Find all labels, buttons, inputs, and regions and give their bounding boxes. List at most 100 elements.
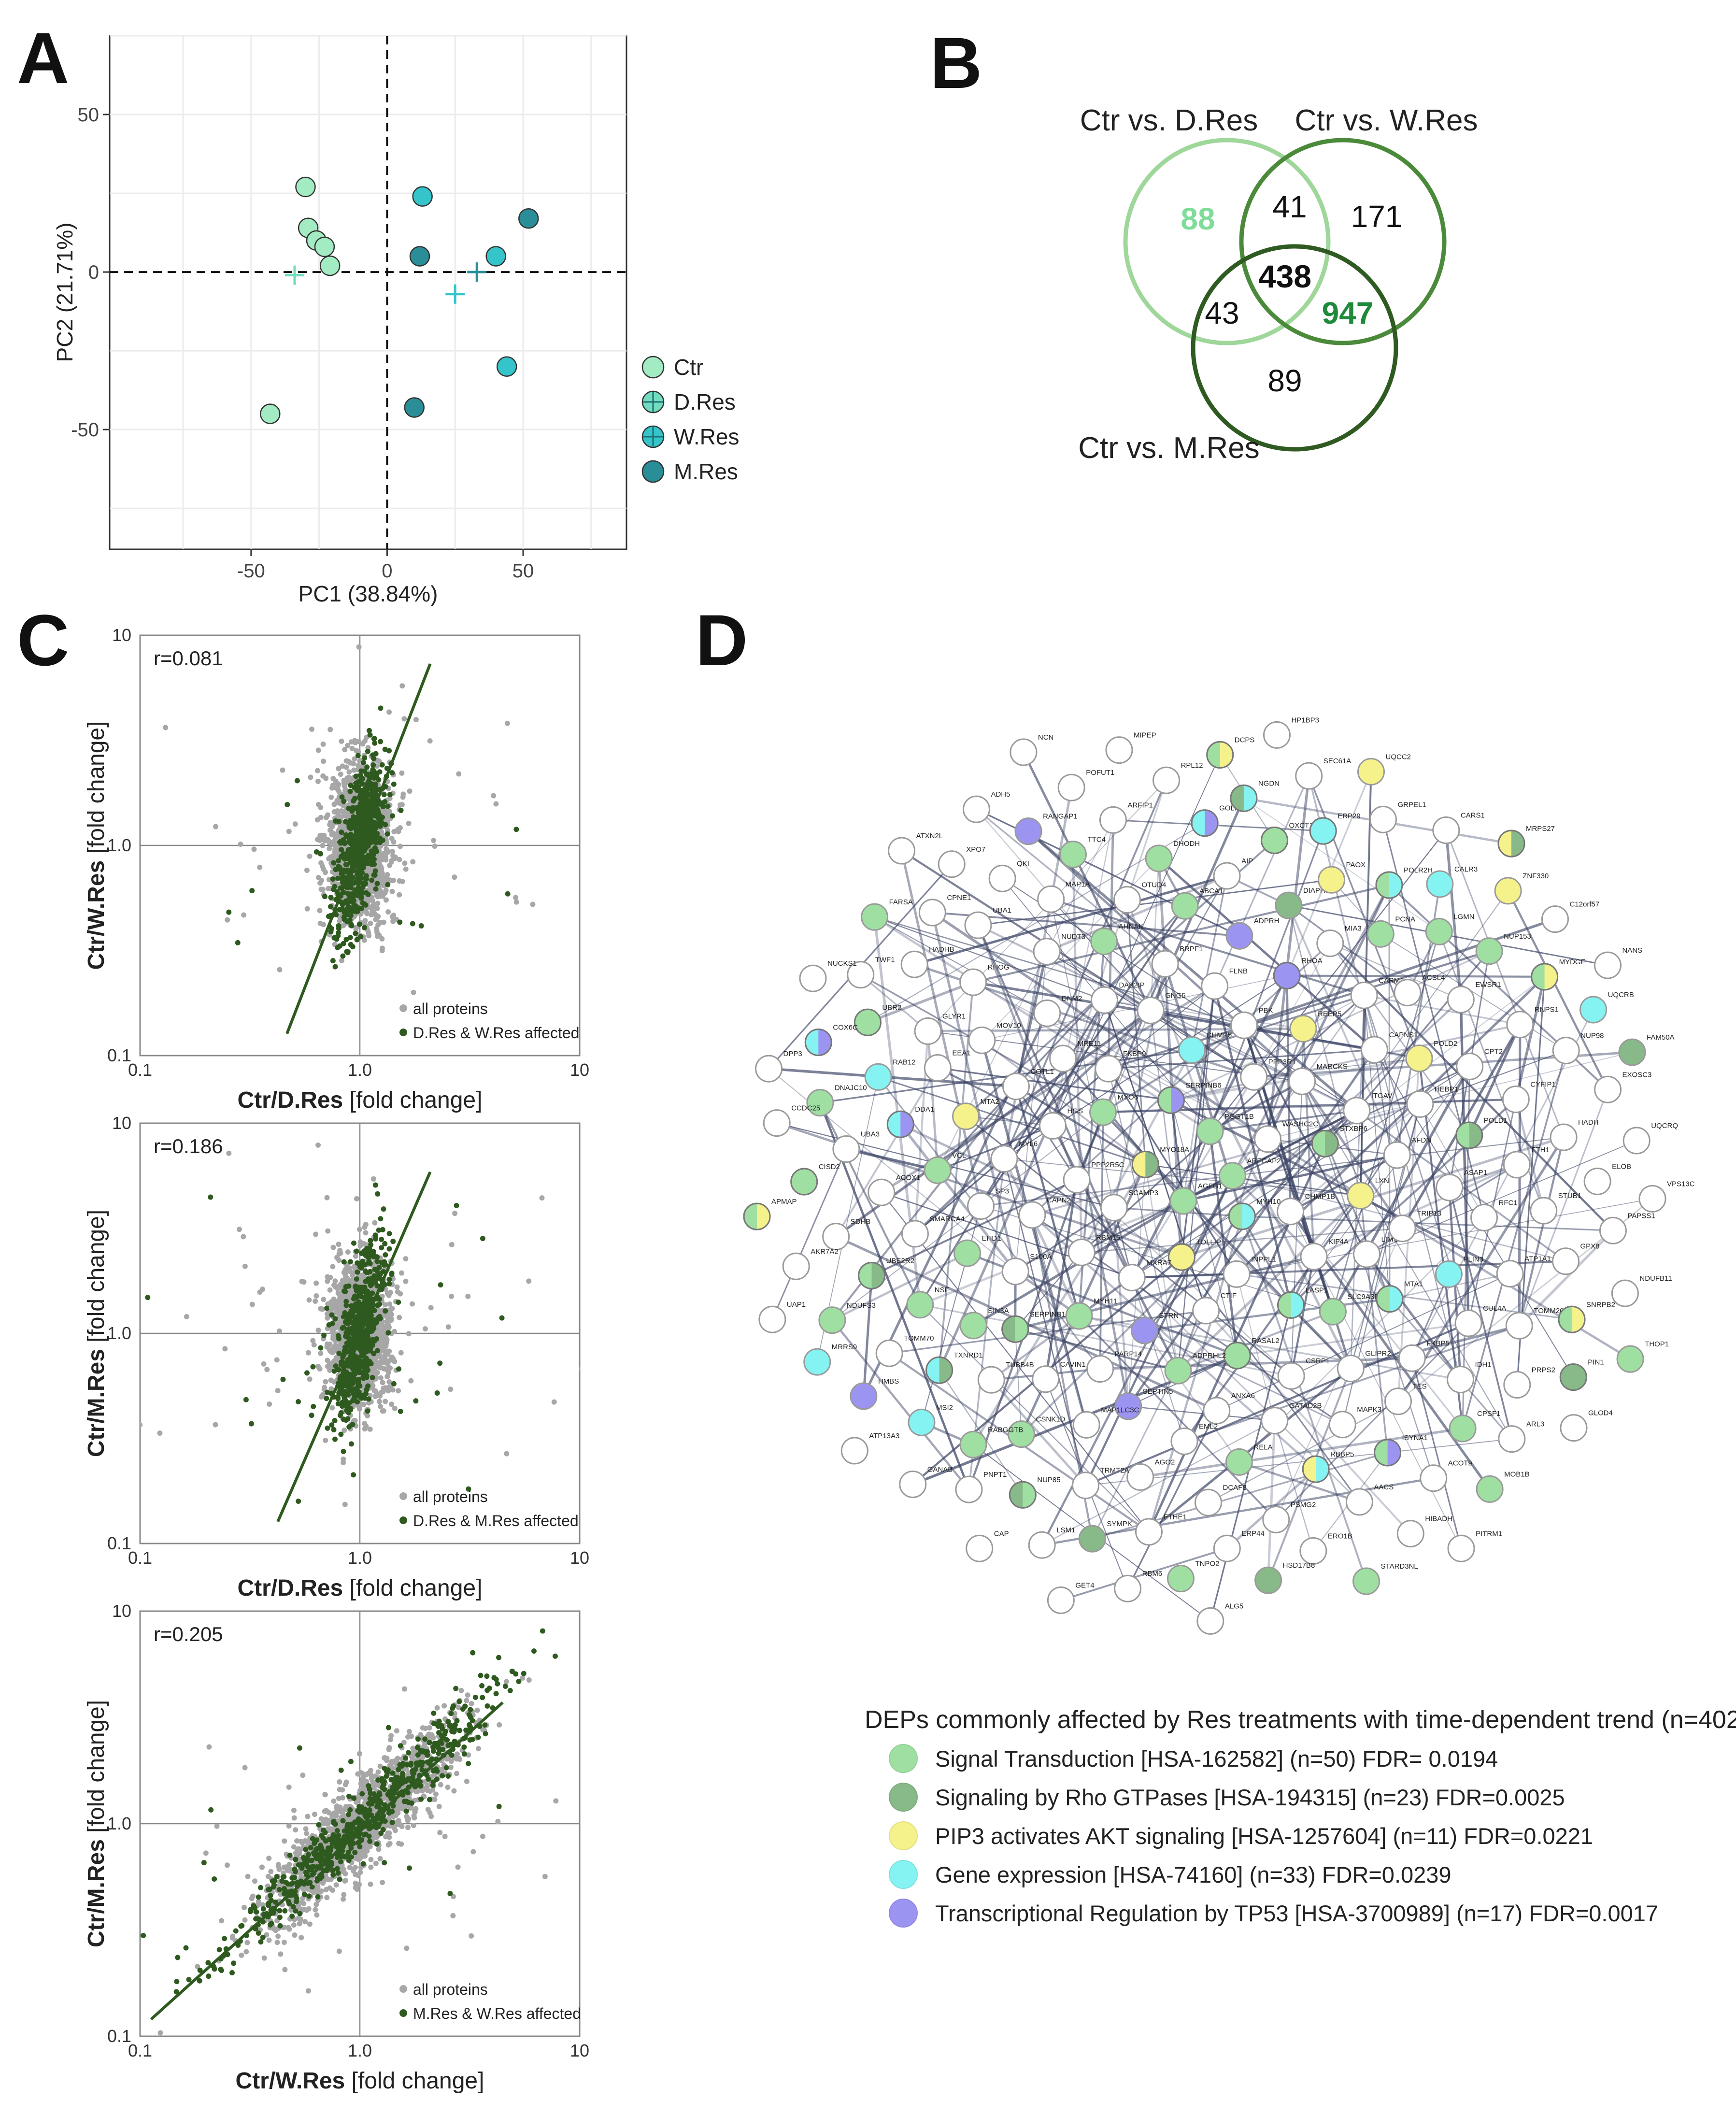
point-affected	[386, 748, 392, 754]
point-affected	[341, 941, 346, 946]
point-all-proteins	[406, 1729, 412, 1734]
point-affected	[380, 1227, 385, 1232]
point-affected	[357, 1362, 363, 1368]
x-tick-label: 0	[382, 560, 392, 582]
point-affected	[329, 1422, 335, 1428]
point-all-proteins	[504, 720, 510, 726]
point-affected	[370, 762, 376, 768]
y-tick-label: 1.0	[107, 835, 131, 855]
point-all-proteins	[241, 1234, 246, 1240]
panel-label-d: D	[696, 600, 748, 681]
point-all-proteins	[274, 1357, 280, 1363]
point-affected	[370, 1290, 375, 1296]
point-affected	[356, 1344, 361, 1350]
point-affected	[379, 1236, 384, 1242]
point-all-proteins	[358, 1770, 364, 1775]
point-all-proteins	[526, 1278, 532, 1284]
pca-sample-point	[485, 246, 506, 267]
point-all-proteins	[341, 777, 347, 783]
point-all-proteins	[383, 846, 389, 852]
venn-count-dm: 43	[1205, 296, 1239, 330]
point-all-proteins	[378, 1375, 384, 1381]
point-affected	[396, 1366, 401, 1372]
point-all-proteins	[398, 1270, 404, 1276]
point-affected	[294, 778, 300, 784]
point-affected	[356, 1358, 361, 1363]
pca-sample-point	[409, 246, 430, 267]
point-affected	[354, 805, 360, 811]
point-affected	[346, 1341, 352, 1347]
point-affected	[377, 769, 383, 775]
point-affected	[364, 1289, 370, 1295]
point-all-proteins	[314, 1912, 320, 1918]
point-affected	[389, 770, 395, 776]
point-affected	[331, 1427, 337, 1432]
point-all-proteins	[236, 1227, 242, 1232]
point-all-proteins	[368, 884, 373, 889]
point-all-proteins	[257, 864, 263, 870]
point-all-proteins	[399, 683, 405, 689]
point-affected	[356, 1291, 362, 1297]
point-all-proteins	[327, 1287, 333, 1293]
regression-line	[285, 663, 432, 1034]
point-all-proteins	[402, 860, 408, 866]
point-all-proteins	[337, 1312, 342, 1318]
venn-count-w-only: 171	[1351, 199, 1403, 234]
point-all-proteins	[386, 1366, 392, 1372]
point-affected	[356, 819, 361, 825]
point-affected	[363, 876, 369, 882]
point-affected	[372, 1232, 378, 1238]
point-affected	[372, 1182, 378, 1188]
point-all-proteins	[370, 1176, 376, 1182]
point-all-proteins	[377, 1763, 383, 1769]
point-affected	[361, 1248, 367, 1254]
point-affected	[355, 779, 361, 785]
point-all-proteins	[383, 1399, 388, 1404]
point-affected	[365, 1383, 371, 1389]
point-all-proteins	[337, 1779, 342, 1785]
point-affected	[336, 1391, 342, 1397]
point-affected	[345, 834, 351, 840]
point-all-proteins	[292, 821, 298, 827]
point-all-proteins	[386, 1379, 392, 1385]
point-affected	[360, 865, 366, 871]
pca-sample-point	[314, 236, 335, 257]
point-affected	[366, 772, 371, 777]
point-affected	[345, 1392, 351, 1398]
point-all-proteins	[383, 897, 389, 903]
point-all-proteins	[321, 1297, 327, 1302]
point-affected	[322, 894, 327, 900]
point-all-proteins	[305, 1988, 311, 1994]
point-affected	[341, 855, 346, 860]
point-affected	[363, 1301, 369, 1306]
point-all-proteins	[315, 747, 321, 753]
point-affected	[357, 1303, 363, 1309]
point-all-proteins	[372, 1364, 378, 1370]
point-affected	[356, 1393, 362, 1399]
point-all-proteins	[339, 958, 344, 963]
point-affected	[371, 1351, 377, 1357]
point-affected	[348, 1405, 354, 1411]
point-all-proteins	[377, 1365, 383, 1371]
point-affected	[359, 795, 365, 801]
point-all-proteins	[330, 1264, 336, 1270]
pca-sample-point	[295, 176, 316, 198]
point-all-proteins	[266, 1937, 272, 1943]
point-all-proteins	[397, 1315, 402, 1320]
point-affected	[336, 863, 342, 869]
point-all-proteins	[385, 909, 391, 915]
point-all-proteins	[352, 740, 358, 745]
point-all-proteins	[356, 1404, 362, 1410]
point-all-proteins	[452, 874, 457, 880]
point-all-proteins	[328, 1299, 334, 1305]
point-affected	[371, 872, 377, 878]
venn-label-w-res: Ctr vs. W.Res	[1295, 104, 1478, 137]
point-affected	[378, 1216, 384, 1222]
point-affected	[332, 1436, 338, 1442]
point-all-proteins	[449, 1242, 455, 1247]
point-affected	[365, 1408, 370, 1414]
point-all-proteins	[338, 1250, 343, 1256]
point-affected	[351, 798, 356, 804]
point-all-proteins	[329, 824, 335, 829]
